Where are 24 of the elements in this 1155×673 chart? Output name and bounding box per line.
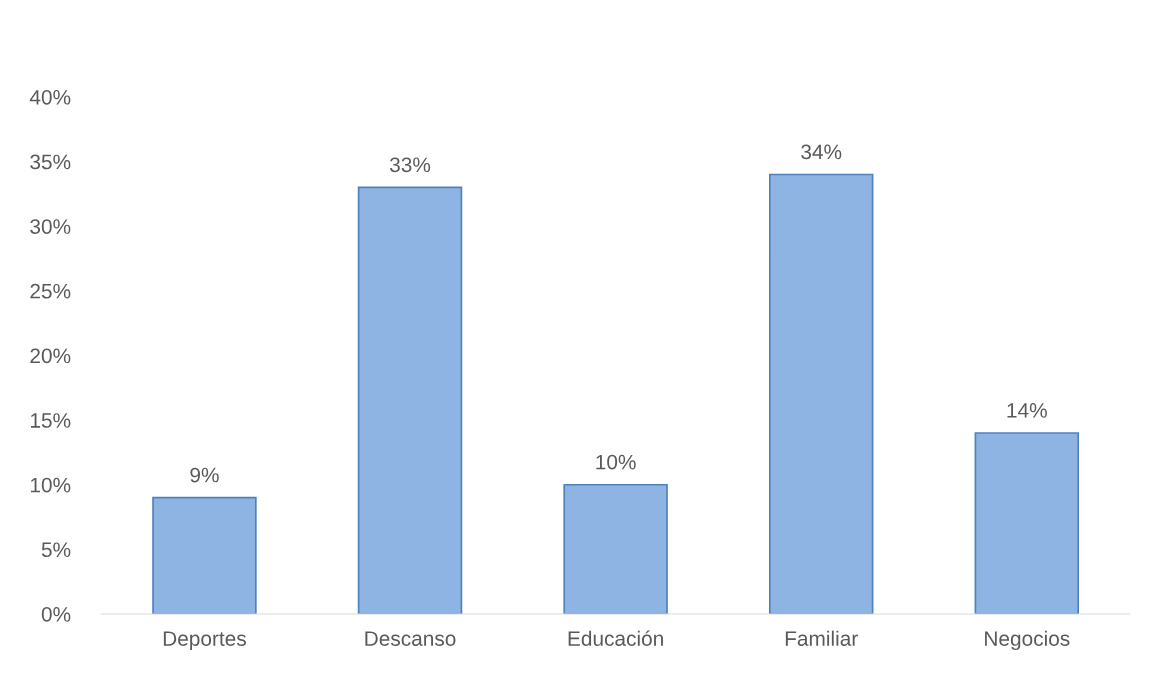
- bar: [974, 432, 1080, 614]
- y-tick-label: 20%: [30, 348, 71, 364]
- y-tick-label: 25%: [30, 283, 71, 299]
- data-label: 9%: [190, 467, 219, 483]
- x-tick-label: Familiar: [785, 630, 858, 646]
- y-tick-label: 40%: [29, 89, 71, 105]
- y-tick-label: 15%: [30, 413, 71, 428]
- y-tick-label: 0%: [41, 606, 71, 622]
- bar: [357, 186, 463, 614]
- x-tick-label: Deportes: [163, 631, 246, 651]
- y-tick-label: 10%: [30, 477, 71, 493]
- data-label: 33%: [389, 157, 431, 173]
- y-tick-label: 30%: [30, 219, 71, 234]
- x-tick-label: Negocios: [985, 630, 1070, 651]
- bar: [768, 173, 874, 614]
- data-label: 34%: [801, 144, 842, 160]
- x-tick-label: Descanso: [365, 631, 456, 646]
- y-tick-label: 35%: [30, 154, 71, 170]
- x-tick-label: Educación: [568, 630, 663, 646]
- bar: [152, 496, 257, 614]
- data-label: 14%: [1007, 403, 1047, 418]
- bar: [563, 483, 668, 614]
- data-label: 10%: [596, 454, 636, 470]
- y-tick-label: 5%: [41, 542, 71, 558]
